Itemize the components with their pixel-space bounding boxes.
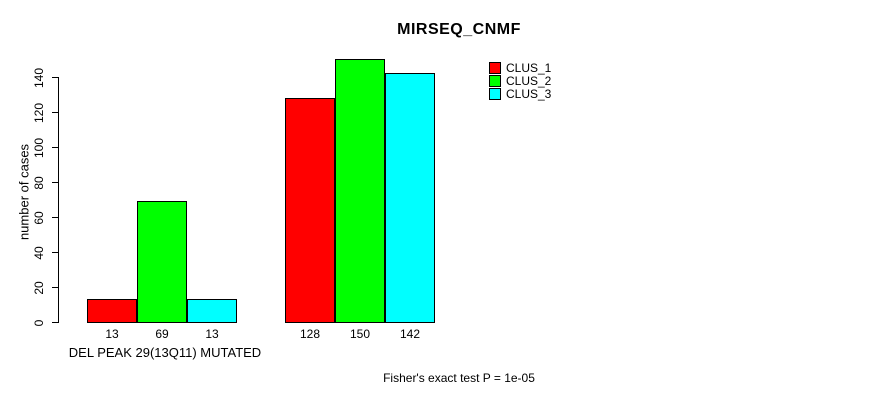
y-tick-mark <box>52 112 59 113</box>
legend-item-clus_3: CLUS_3 <box>489 86 552 101</box>
y-tick-mark <box>52 147 59 148</box>
chart-title: MIRSEQ_CNMF <box>397 21 521 38</box>
legend-swatch-icon <box>489 87 501 100</box>
y-tick-mark <box>52 252 59 253</box>
subtitle-fisher-test: Fisher's exact test P = 1e-05 <box>383 371 535 385</box>
y-tick-mark <box>52 182 59 183</box>
legend-item-clus_2: CLUS_2 <box>489 73 552 88</box>
y-axis-line <box>58 77 59 323</box>
bar-clus_2-group1 <box>137 201 187 323</box>
y-tick-mark <box>52 77 59 78</box>
bar-value-label: 13 <box>105 327 119 341</box>
legend-label: CLUS_1 <box>506 60 552 75</box>
bar-value-label: 13 <box>205 327 219 341</box>
bar-value-label: 128 <box>299 327 321 341</box>
y-tick-label: 60 <box>32 210 46 225</box>
bar-clus_3-group1 <box>187 299 237 323</box>
legend: CLUS_1 CLUS_2 CLUS_3 <box>489 60 552 101</box>
legend-swatch-icon <box>489 61 501 74</box>
bar-value-label: 69 <box>155 327 169 341</box>
group-label-1: DEL PEAK 29(13Q11) MUTATED <box>68 345 262 360</box>
y-tick-label: 100 <box>32 137 46 158</box>
legend-label: CLUS_2 <box>506 73 552 88</box>
y-axis-label: number of cases <box>16 143 32 241</box>
legend-item-clus_1: CLUS_1 <box>489 60 552 75</box>
bar-value-label: 142 <box>399 327 421 341</box>
y-tick-label: 40 <box>32 245 46 260</box>
y-tick-mark <box>52 287 59 288</box>
y-tick-mark <box>52 217 59 218</box>
y-tick-label: 80 <box>32 175 46 190</box>
bar-clus_1-group2 <box>285 98 335 323</box>
bar-value-label: 150 <box>349 327 371 341</box>
bar-clus_2-group2 <box>335 59 385 323</box>
bar-clus_3-group2 <box>385 73 435 323</box>
y-tick-label: 140 <box>32 67 46 88</box>
bar-clus_1-group1 <box>87 299 137 323</box>
y-tick-label: 20 <box>32 280 46 295</box>
y-tick-label: 120 <box>32 102 46 123</box>
y-tick-label: 0 <box>32 319 46 326</box>
y-tick-mark <box>52 322 59 323</box>
legend-swatch-icon <box>489 74 501 87</box>
legend-label: CLUS_3 <box>506 86 552 101</box>
